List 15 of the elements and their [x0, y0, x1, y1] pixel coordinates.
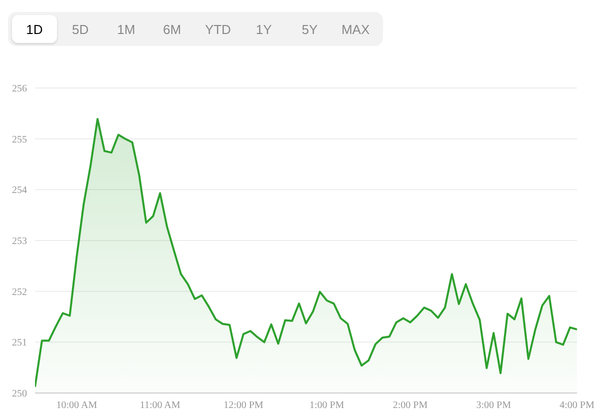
y-tick-label: 252 [12, 286, 27, 298]
y-tick-label: 256 [12, 84, 27, 95]
x-tick-label: 4:00 PM [560, 400, 594, 412]
y-tick-label: 253 [12, 236, 27, 248]
range-selector: 1D 5D 1M 6M YTD 1Y 5Y MAX [8, 12, 383, 46]
x-tick-label: 1:00 PM [309, 400, 344, 412]
x-tick-label: 10:00 AM [56, 400, 98, 412]
y-tick-label: 254 [12, 185, 27, 196]
x-tick-label: 3:00 PM [476, 400, 512, 412]
x-tick-label: 11:00 AM [140, 400, 180, 412]
y-tick-label: 255 [12, 134, 27, 146]
x-tick-label: 12:00 PM [224, 400, 264, 412]
y-tick-label: 250 [12, 388, 27, 400]
x-tick-label: 2:00 PM [392, 400, 428, 412]
y-tick-label: 251 [12, 338, 27, 349]
